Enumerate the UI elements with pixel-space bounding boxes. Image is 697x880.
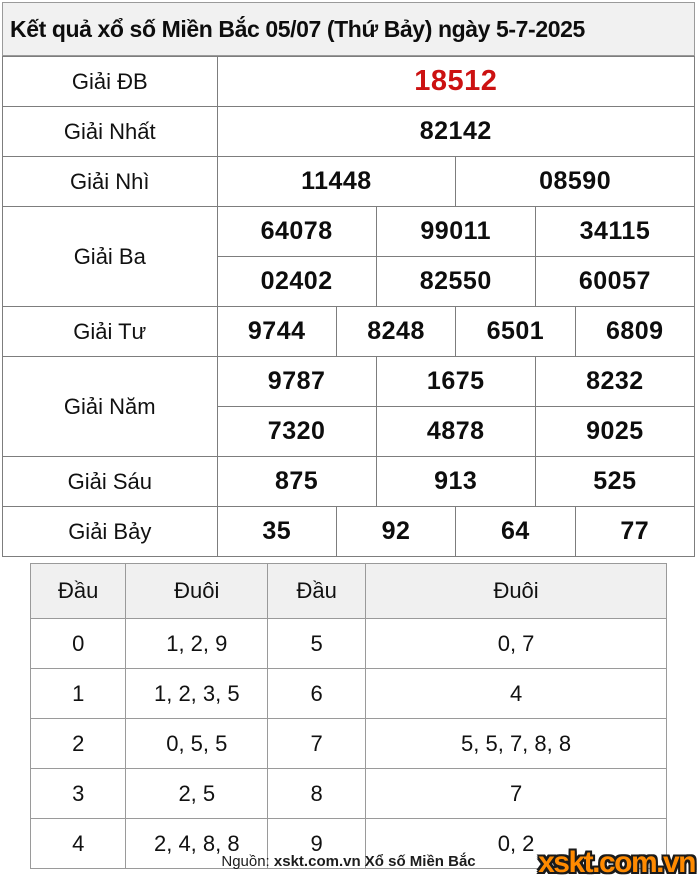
head-cell: 3 xyxy=(29,768,127,819)
prize-label-nhi: Giải Nhì xyxy=(2,156,218,207)
prize-label-db: Giải ĐB xyxy=(2,56,218,107)
prize-number: 11448 xyxy=(216,156,457,207)
prize-number: 64 xyxy=(455,506,576,557)
table-row: 2 0, 5, 5 7 5, 5, 7, 8, 8 xyxy=(29,718,667,769)
head-cell: 5 xyxy=(267,618,367,669)
table-row: 7320 4878 9025 xyxy=(3,406,696,457)
prize-number: 875 xyxy=(216,456,377,507)
tail-cell: 0, 5, 5 xyxy=(125,718,269,769)
table-row: 0 1, 2, 9 5 0, 7 xyxy=(29,618,667,669)
prize-label-sau: Giải Sáu xyxy=(2,456,218,507)
head-cell: 9 xyxy=(267,818,367,869)
table-row: 4 2, 4, 8, 8 9 0, 2 xyxy=(29,818,667,869)
table-row: Giải Bảy 35 92 64 77 xyxy=(2,506,696,557)
prize-label-tu: Giải Tư xyxy=(2,306,218,357)
prize-number: 8232 xyxy=(534,356,696,407)
head-cell: 4 xyxy=(29,818,127,869)
column-header-tail: Đuôi xyxy=(125,563,269,619)
prize-number: 8248 xyxy=(335,306,457,357)
head-cell: 1 xyxy=(29,668,127,719)
prize-number: 4878 xyxy=(375,406,536,457)
prize-number: 92 xyxy=(335,506,457,557)
table-row: 02402 82550 60057 xyxy=(3,256,696,307)
table-row: Giải Nhất 82142 xyxy=(2,106,696,157)
prize-label-ba: Giải Ba xyxy=(2,206,218,307)
prize-number: 525 xyxy=(534,456,696,507)
prize-number: 913 xyxy=(375,456,536,507)
prize-number: 9025 xyxy=(534,406,696,457)
prize-number: 08590 xyxy=(455,156,695,207)
table-row: Giải Năm 9787 1675 8232 xyxy=(2,356,696,457)
tail-cell: 0, 7 xyxy=(365,618,667,669)
prize-number: 02402 xyxy=(216,256,377,307)
tail-cell: 4 xyxy=(365,668,667,719)
source-prefix: Nguồn: xyxy=(221,853,270,870)
tail-cell: 7 xyxy=(365,768,667,819)
prize-number: 35 xyxy=(216,506,337,557)
source-name: xskt.com.vn Xổ số Miền Bắc xyxy=(273,853,476,870)
prize-number: 34115 xyxy=(534,206,696,257)
source-attribution: Nguồn: xskt.com.vn Xổ số Miền Bắc xyxy=(0,853,697,870)
table-row: Giải Ba 64078 99011 34115 xyxy=(2,206,696,307)
tail-cell: 2, 5 xyxy=(125,768,269,819)
prize-label-bay: Giải Bảy xyxy=(2,506,218,557)
prize-number: 9787 xyxy=(216,356,377,407)
prize-number-special: 18512 xyxy=(216,56,696,107)
column-header-head: Đầu xyxy=(267,563,367,619)
head-cell: 7 xyxy=(267,718,367,769)
head-cell: 8 xyxy=(267,768,367,819)
prize-number: 1675 xyxy=(375,356,536,407)
column-header-head: Đầu xyxy=(29,563,127,619)
column-header-tail: Đuôi xyxy=(365,563,667,619)
table-row: 3 2, 5 8 7 xyxy=(29,768,667,819)
table-header-row: Đầu Đuôi Đầu Đuôi xyxy=(29,563,667,619)
prize-number: 7320 xyxy=(216,406,377,457)
prize-number: 9744 xyxy=(216,306,337,357)
prize-number: 6809 xyxy=(574,306,696,357)
page-title: Kết quả xổ số Miền Bắc 05/07 (Thứ Bảy) n… xyxy=(2,2,695,56)
prize-number: 99011 xyxy=(375,206,536,257)
xskt-watermark-logo: xskt.com.vn xyxy=(538,846,696,879)
table-row: 1 1, 2, 3, 5 6 4 xyxy=(29,668,667,719)
prize-number: 82142 xyxy=(216,106,696,157)
table-row: Giải Tư 9744 8248 6501 6809 xyxy=(2,306,696,357)
tail-cell: 0, 2 xyxy=(365,818,667,869)
prize-label-nam: Giải Năm xyxy=(2,356,218,457)
head-tail-table: Đầu Đuôi Đầu Đuôi 0 1, 2, 9 5 0, 7 1 1, … xyxy=(29,563,667,869)
prize-label-nhat: Giải Nhất xyxy=(2,106,218,157)
table-row: Giải Sáu 875 913 525 xyxy=(2,456,696,507)
prize-number: 64078 xyxy=(216,206,377,257)
prize-number: 6501 xyxy=(455,306,576,357)
prize-number: 60057 xyxy=(534,256,696,307)
prize-table: Giải ĐB 18512 Giải Nhất 82142 Giải Nhì 1… xyxy=(2,56,696,557)
table-row: Giải ĐB 18512 xyxy=(2,56,696,107)
head-cell: 0 xyxy=(29,618,127,669)
head-cell: 2 xyxy=(29,718,127,769)
prize-number: 77 xyxy=(574,506,696,557)
prize-number: 82550 xyxy=(375,256,536,307)
head-cell: 6 xyxy=(267,668,367,719)
tail-cell: 5, 5, 7, 8, 8 xyxy=(365,718,667,769)
tail-cell: 1, 2, 3, 5 xyxy=(125,668,269,719)
tail-cell: 1, 2, 9 xyxy=(125,618,269,669)
table-row: Giải Nhì 11448 08590 xyxy=(2,156,695,207)
